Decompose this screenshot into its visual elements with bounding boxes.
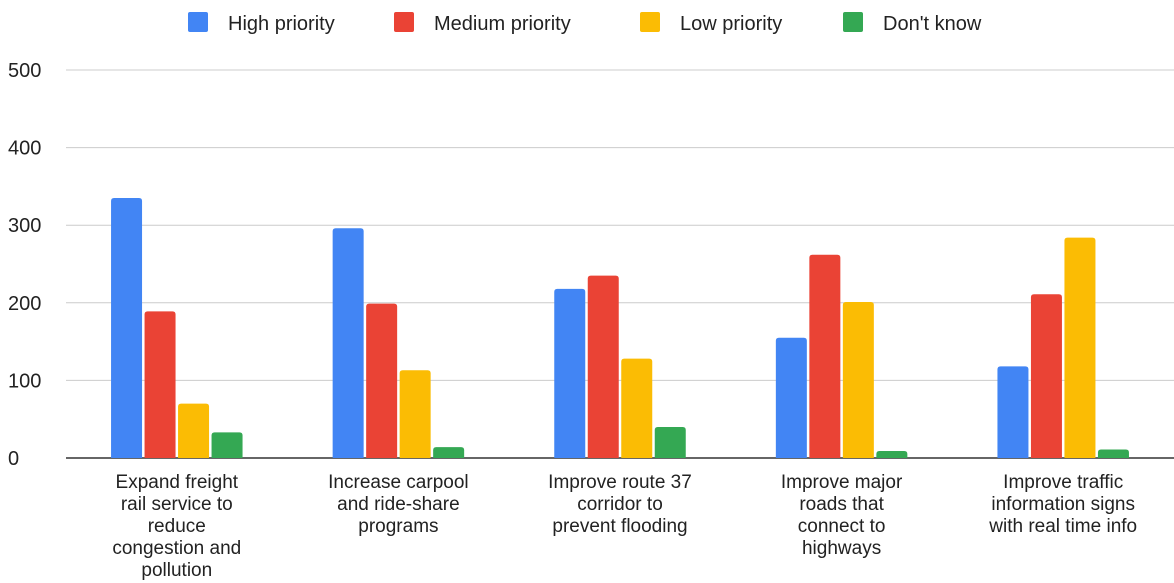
bar-low-priority-3: [621, 358, 653, 458]
bars: [111, 198, 1129, 459]
legend-label: Low priority: [680, 13, 782, 35]
legend-label: Medium priority: [434, 13, 571, 35]
bar-don-t-know-5: [1097, 449, 1129, 458]
x-category-label: Improve traffic information signs with rea…: [988, 472, 1137, 537]
legend-swatch: [394, 12, 414, 32]
bar-medium-priority-2: [366, 303, 398, 458]
y-tick-label: 400: [8, 138, 41, 160]
bar-don-t-know-2: [433, 447, 465, 458]
y-tick-label: 0: [8, 448, 19, 470]
legend: High priority Medium priority Low priority…: [188, 12, 982, 35]
y-tick-label: 200: [8, 293, 41, 315]
bar-medium-priority-1: [144, 311, 176, 458]
bar-low-priority-5: [1064, 237, 1096, 458]
gridlines: [66, 69, 1174, 459]
x-category-label: Improve major roads that connect to highway…: [781, 472, 903, 559]
bar-don-t-know-3: [654, 426, 686, 458]
legend-label: High priority: [228, 13, 335, 35]
y-tick-label: 300: [8, 215, 41, 237]
legend-swatch: [640, 12, 660, 32]
bar-low-priority-4: [842, 302, 874, 458]
bar-high-priority-4: [775, 337, 807, 458]
bar-medium-priority-5: [1030, 294, 1062, 458]
x-category-label: Increase carpool and ride-share programs: [328, 472, 468, 537]
bar-high-priority-1: [111, 198, 143, 459]
bar-medium-priority-3: [587, 275, 619, 458]
bar-medium-priority-4: [809, 254, 841, 458]
x-category-label: Expand freight rail service to reduce conge…: [112, 472, 241, 581]
bar-high-priority-3: [554, 288, 586, 458]
y-axis: 0 100 200 300 400 500: [8, 60, 41, 470]
x-category-label: Improve route 37 corridor to prevent flood…: [548, 472, 692, 537]
bar-high-priority-5: [997, 366, 1029, 458]
y-tick-label: 100: [8, 370, 41, 392]
bar-don-t-know-1: [211, 432, 243, 458]
bar-don-t-know-4: [876, 451, 908, 458]
legend-label: Don't know: [883, 13, 982, 35]
y-tick-label: 500: [8, 60, 41, 82]
x-axis: Expand freight rail service to reduce conge…: [112, 472, 1137, 581]
legend-swatch: [843, 12, 863, 32]
legend-swatch: [188, 12, 208, 32]
bar-low-priority-1: [178, 403, 210, 458]
bar-high-priority-2: [332, 228, 364, 458]
bar-low-priority-2: [399, 370, 431, 458]
